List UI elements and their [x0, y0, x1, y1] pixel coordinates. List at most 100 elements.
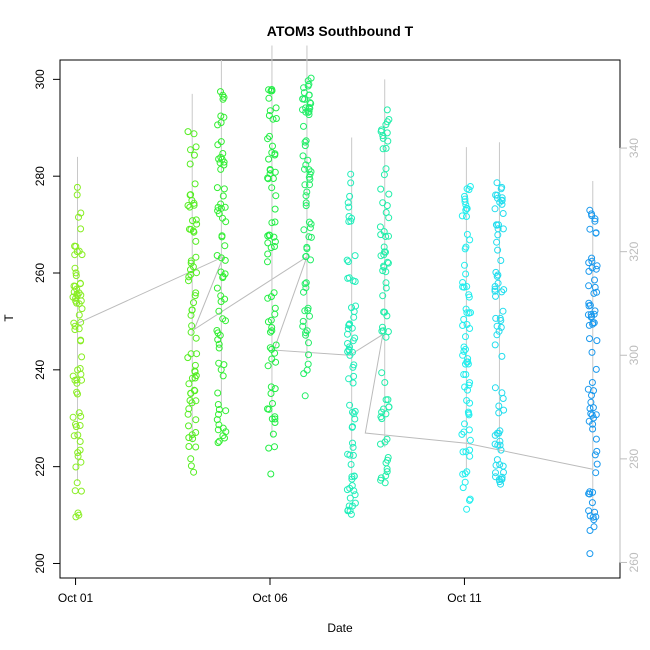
data-point — [189, 263, 197, 271]
data-point — [188, 306, 196, 314]
data-point — [73, 183, 81, 191]
data-point — [301, 138, 309, 146]
y2-axis: 260 280 300 320 340 — [619, 138, 641, 572]
data-point — [267, 328, 274, 336]
data-point — [219, 91, 227, 99]
track-lines — [75, 45, 594, 520]
data-point — [271, 243, 278, 250]
data-point — [461, 261, 468, 269]
data-point — [492, 461, 500, 469]
data-point — [378, 327, 386, 335]
data-point — [302, 284, 310, 292]
data-point — [222, 218, 230, 226]
data-point — [586, 405, 594, 412]
data-point — [78, 251, 86, 259]
data-point — [267, 470, 275, 478]
data-point — [461, 470, 469, 478]
data-point — [592, 229, 600, 237]
data-point — [72, 269, 80, 277]
data-point — [494, 246, 502, 254]
data-point — [70, 319, 78, 327]
data-point — [499, 462, 507, 470]
data-point — [376, 223, 384, 231]
data-point — [271, 385, 279, 393]
data-point — [271, 150, 279, 158]
data-point — [77, 458, 85, 466]
data-point — [382, 165, 390, 173]
data-point — [219, 150, 227, 157]
data-point — [384, 328, 392, 336]
y-tick-label: 200 — [33, 553, 47, 573]
data-point — [462, 305, 470, 313]
data-point — [377, 252, 385, 260]
data-point — [302, 199, 310, 207]
data-point — [463, 505, 471, 513]
data-point — [214, 389, 222, 397]
data-point — [381, 308, 389, 316]
data-point — [264, 174, 272, 182]
data-point — [217, 200, 225, 208]
data-point — [272, 115, 280, 122]
data-point — [268, 327, 276, 335]
data-point — [590, 319, 598, 327]
data-point — [380, 171, 388, 179]
data-point — [301, 280, 309, 288]
data-point — [301, 95, 309, 103]
data-point — [586, 527, 594, 534]
data-point — [380, 405, 387, 413]
data-point — [461, 383, 469, 391]
data-point — [590, 516, 598, 524]
data-point — [268, 87, 276, 95]
data-point — [586, 488, 594, 496]
data-point — [215, 410, 222, 418]
data-point — [458, 212, 466, 220]
data-point — [214, 207, 222, 215]
data-point — [592, 435, 600, 443]
data-point — [264, 250, 272, 258]
data-point — [492, 268, 500, 276]
data-point — [591, 215, 599, 223]
data-point — [499, 307, 507, 315]
data-point — [462, 333, 469, 341]
data-point — [191, 361, 199, 369]
data-point — [271, 415, 279, 423]
data-point — [218, 232, 226, 240]
data-point — [497, 446, 505, 454]
data-point — [462, 371, 470, 378]
data-point — [589, 320, 597, 328]
data-point — [591, 217, 599, 225]
data-point — [381, 379, 389, 386]
data-point — [217, 119, 225, 127]
x-tick-label: Oct 06 — [252, 591, 288, 605]
data-point — [459, 484, 467, 492]
data-point — [213, 327, 221, 334]
data-point — [493, 272, 501, 280]
data-point — [300, 226, 308, 234]
data-point — [302, 253, 310, 261]
data-point — [351, 334, 359, 342]
data-point — [189, 435, 197, 443]
data-point — [350, 313, 358, 321]
data-point — [73, 191, 81, 199]
data-point — [496, 441, 504, 449]
data-point — [349, 502, 356, 510]
data-point — [584, 311, 592, 319]
data-point — [382, 472, 390, 480]
data-point — [349, 439, 356, 447]
data-point — [77, 297, 85, 305]
chart-title: ATOM3 Southbound T — [267, 23, 414, 39]
data-point — [379, 145, 387, 153]
data-point — [382, 279, 390, 287]
data-point — [383, 468, 391, 476]
data-point — [492, 469, 499, 477]
data-point — [214, 439, 222, 447]
data-point — [346, 320, 354, 328]
data-point — [266, 107, 274, 115]
data-point — [300, 370, 308, 378]
data-point — [192, 443, 200, 451]
data-point — [220, 361, 228, 369]
x-axis: Oct 01 Oct 06 Oct 11 — [58, 577, 482, 605]
data-point — [493, 322, 501, 330]
data-point — [377, 185, 385, 193]
data-point — [271, 413, 279, 421]
